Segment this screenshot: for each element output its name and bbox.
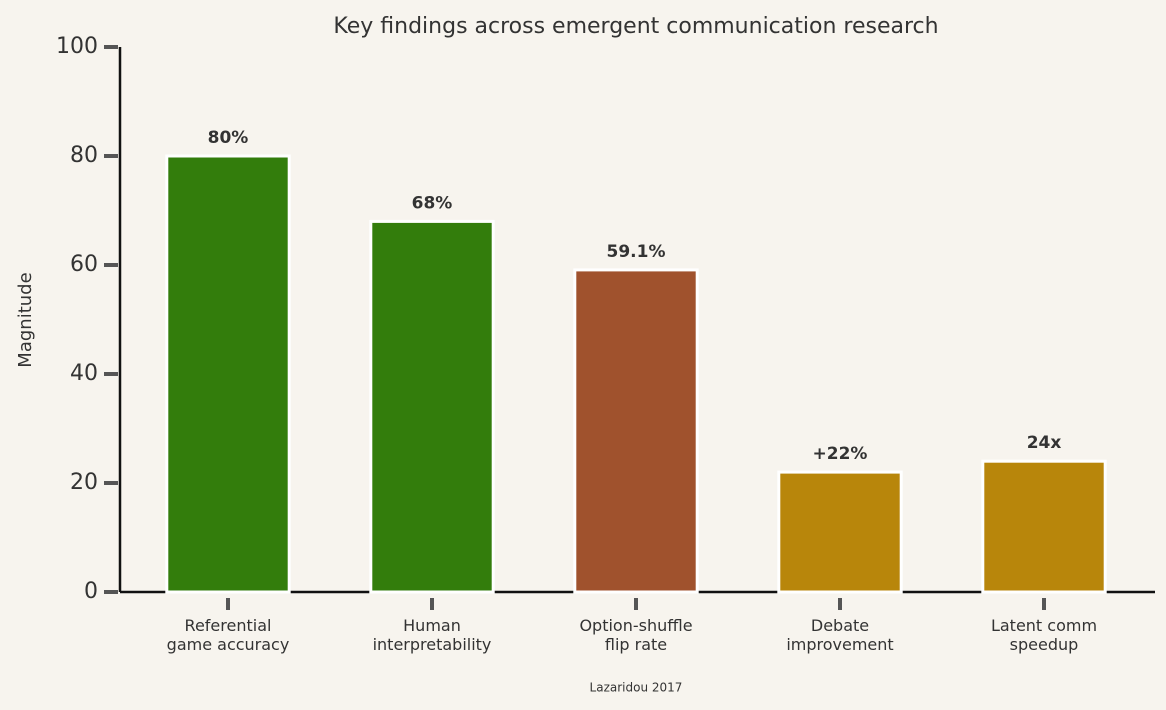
y-tick-label: 0 — [84, 579, 98, 604]
x-tick-label: Referential game accuracy — [167, 616, 290, 654]
footnote: Lazaridou 2017 — [590, 681, 683, 695]
bar — [165, 154, 291, 594]
x-tick-label: Latent comm speedup — [991, 616, 1097, 654]
value-label: +22% — [813, 444, 868, 464]
bar — [777, 470, 903, 594]
y-tick-label: 100 — [56, 34, 98, 59]
bar — [369, 219, 495, 594]
value-label: 80% — [208, 128, 249, 148]
value-label: 24x — [1027, 433, 1062, 453]
y-tick-label: 40 — [70, 361, 98, 386]
x-tick-label: Human interpretability — [373, 616, 492, 654]
bar — [573, 268, 699, 594]
value-label: 59.1% — [607, 242, 666, 262]
x-tick-label: Debate improvement — [786, 616, 893, 654]
bar — [981, 459, 1107, 594]
y-axis-label: Magnitude — [15, 272, 36, 367]
y-tick-label: 20 — [70, 470, 98, 495]
value-label: 68% — [412, 193, 453, 213]
y-tick-label: 60 — [70, 252, 98, 277]
chart-title: Key findings across emergent communicati… — [333, 14, 938, 39]
y-tick-label: 80 — [70, 143, 98, 168]
x-tick-label: Option-shuffle flip rate — [579, 616, 692, 654]
